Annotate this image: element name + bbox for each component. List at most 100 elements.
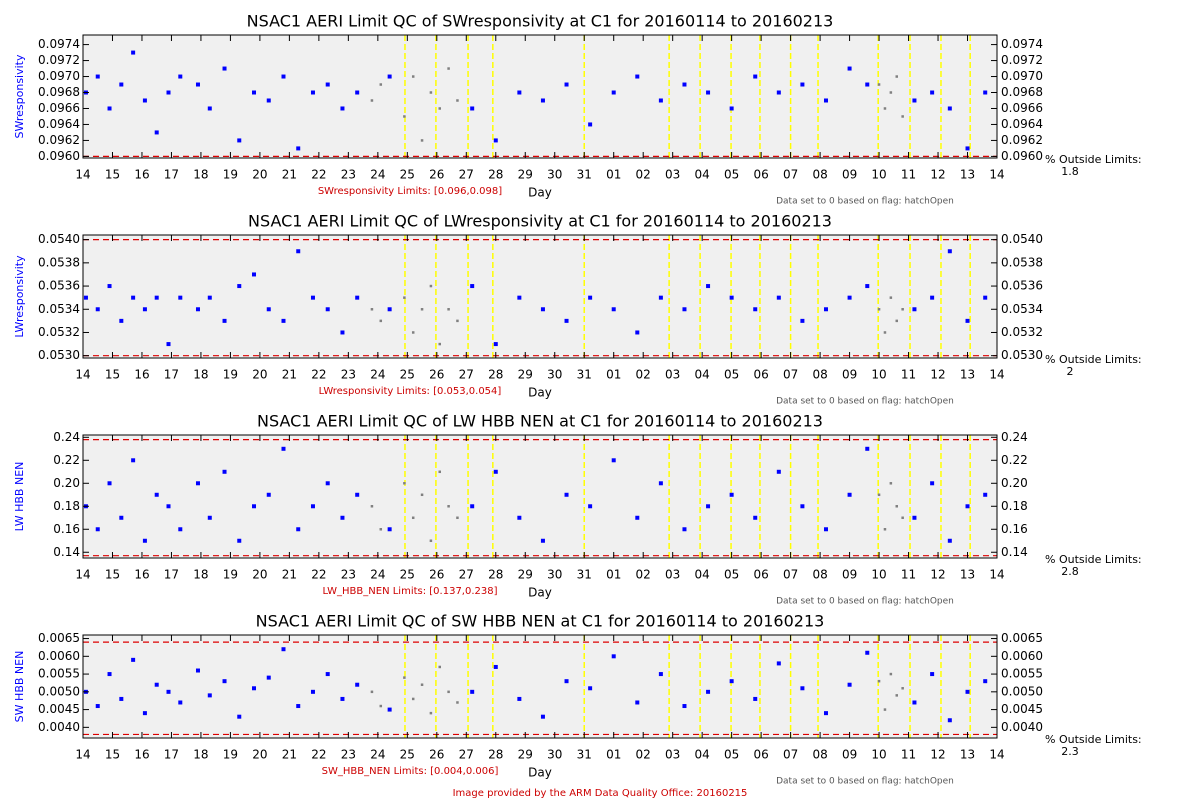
y-axis-label: LW HBB NEN <box>13 462 26 532</box>
x-tick-label: 18 <box>193 168 208 182</box>
data-point <box>493 138 498 143</box>
data-point <box>119 696 124 701</box>
x-tick-label: 31 <box>577 168 592 182</box>
x-tick-label: 17 <box>164 368 179 382</box>
data-point <box>281 318 286 323</box>
x-tick-label: 29 <box>518 168 533 182</box>
data-point <box>411 516 415 520</box>
data-point <box>325 672 330 677</box>
x-tick-label: 15 <box>105 568 120 582</box>
data-point <box>658 295 663 300</box>
data-point <box>178 74 183 79</box>
x-tick-label: 17 <box>164 168 179 182</box>
data-point <box>883 331 887 334</box>
x-tick-label: 26 <box>429 368 444 382</box>
data-point <box>420 683 424 686</box>
y-tick-label: 0.0536 <box>38 279 80 293</box>
plot-frame <box>82 634 998 739</box>
footer: Image provided by the ARM Data Quality O… <box>453 788 748 799</box>
plot-frame <box>82 234 998 359</box>
outside-label: % Outside Limits: <box>1045 733 1142 746</box>
data-point <box>222 66 227 71</box>
flag-note: Data set to 0 based on flag: hatchOpen <box>776 597 954 607</box>
x-tick-label: 29 <box>518 568 533 582</box>
data-point <box>729 679 734 684</box>
data-point <box>281 647 286 652</box>
x-tick-label: 05 <box>724 368 739 382</box>
x-tick-label: 30 <box>547 748 562 762</box>
x-tick-label: 30 <box>547 168 562 182</box>
x-tick-label: 03 <box>665 368 680 382</box>
data-point <box>178 700 183 705</box>
data-point <box>387 707 392 712</box>
data-point <box>131 295 136 300</box>
x-tick-label: 10 <box>871 568 886 582</box>
data-point <box>912 515 917 520</box>
data-point <box>195 82 200 87</box>
x-tick-label: 01 <box>606 748 621 762</box>
x-tick-label: 15 <box>105 368 120 382</box>
y-tick-label-right: 0.0964 <box>1001 117 1043 131</box>
data-point <box>635 330 640 335</box>
y-tick-label-right: 0.0970 <box>1001 69 1043 83</box>
flag-note: Data set to 0 based on flag: hatchOpen <box>776 397 954 407</box>
data-point <box>540 307 545 312</box>
y-tick-label: 0.20 <box>53 476 80 490</box>
data-point <box>564 82 569 87</box>
data-point <box>411 331 415 334</box>
data-point <box>877 493 881 497</box>
outside-label: % Outside Limits: <box>1045 153 1142 166</box>
data-point <box>776 90 781 95</box>
y-tick-label: 0.0538 <box>38 255 80 269</box>
data-point <box>682 527 687 532</box>
data-point <box>889 482 893 485</box>
x-tick-label: 23 <box>341 748 356 762</box>
data-point <box>166 504 171 509</box>
data-point <box>493 664 498 669</box>
data-point <box>252 90 257 95</box>
plot-area <box>83 435 997 558</box>
data-point <box>379 319 383 323</box>
data-point <box>895 505 899 508</box>
y-tick-label-right: 0.24 <box>1001 430 1028 444</box>
y-tick-label-right: 0.22 <box>1001 453 1028 467</box>
x-tick-label: 07 <box>783 368 798 382</box>
y-tick-label: 0.0974 <box>38 37 80 51</box>
data-point <box>411 75 415 78</box>
data-point <box>823 307 828 312</box>
data-point <box>178 527 183 532</box>
data-point <box>635 74 640 79</box>
x-tick-label: 16 <box>134 568 149 582</box>
data-point <box>370 505 374 508</box>
data-point <box>729 295 734 300</box>
x-tick-label: 01 <box>606 368 621 382</box>
x-tick-label: 13 <box>960 168 975 182</box>
x-tick-label: 13 <box>960 368 975 382</box>
x-tick-label: 26 <box>429 568 444 582</box>
data-point <box>222 318 227 323</box>
data-point <box>470 504 475 509</box>
data-point <box>379 83 383 86</box>
outside-pct: 1.8 <box>1061 165 1079 178</box>
x-tick-label: 28 <box>488 368 503 382</box>
y-tick-label: 0.0530 <box>38 348 80 362</box>
x-tick-label: 06 <box>753 168 768 182</box>
y-tick-label: 0.0962 <box>38 133 80 147</box>
y-axis-label: LWresponsivity <box>13 255 26 338</box>
data-point <box>403 676 406 679</box>
data-point <box>296 527 301 532</box>
x-tick-label: 04 <box>695 368 710 382</box>
data-point <box>635 515 640 520</box>
data-point <box>83 295 88 300</box>
data-point <box>706 689 711 694</box>
x-tick-label: 23 <box>341 168 356 182</box>
x-tick-label: 07 <box>783 748 798 762</box>
x-tick-label: 24 <box>370 748 385 762</box>
data-point <box>729 492 734 497</box>
y-tick-label-right: 0.0055 <box>1001 667 1043 681</box>
data-point <box>387 307 392 312</box>
y-tick-label-right: 0.0960 <box>1001 149 1043 163</box>
y-tick-label-right: 0.0966 <box>1001 101 1043 115</box>
x-tick-label: 08 <box>812 568 827 582</box>
data-point <box>237 284 242 289</box>
